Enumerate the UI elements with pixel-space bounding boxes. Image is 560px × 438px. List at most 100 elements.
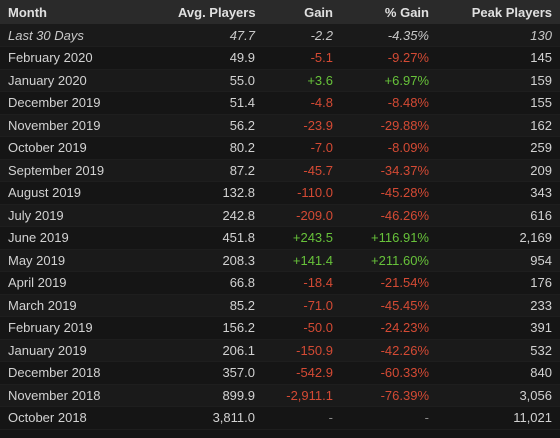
pct-gain-cell: +211.60% <box>341 249 437 272</box>
avg-players-cell: 208.3 <box>170 249 263 272</box>
month-cell: February 2019 <box>0 316 170 340</box>
gain-cell: -209.0 <box>263 204 341 227</box>
pct-gain-cell: -46.26% <box>341 204 437 227</box>
gain-cell: -5.1 <box>263 46 341 70</box>
gain-cell: -150.9 <box>263 339 341 362</box>
pct-gain-cell: -42.26% <box>341 339 437 362</box>
gain-cell: -2,911.1 <box>263 384 341 407</box>
table-row: July 2019 242.8 -209.0 -46.26% 616 <box>0 204 560 227</box>
gain-cell: +141.4 <box>263 249 341 272</box>
pct-gain-cell: -29.88% <box>341 114 437 137</box>
table-row: October 2018 3,811.0- -11,021 <box>0 406 560 430</box>
peak-players-cell: 3,056 <box>437 384 560 407</box>
avg-players-cell: 87.2 <box>170 159 263 182</box>
table-row: November 2018 899.9 -2,911.1 -76.39% 3,056 <box>0 384 560 407</box>
gain-cell: +243.5 <box>263 226 341 250</box>
avg-players-cell: 242.8 <box>170 204 263 227</box>
avg-players-cell: 132.8 <box>170 181 263 205</box>
header-month[interactable]: Month <box>8 4 47 20</box>
avg-players-cell: 85.2 <box>170 294 263 317</box>
month-cell: November 2018 <box>0 384 170 407</box>
pct-gain-cell: -4.35% <box>341 24 437 47</box>
header-row: Month Avg. Players Gain % Gain Peak Play… <box>0 0 560 24</box>
table-row: January 2019 206.1 -150.9 -42.26% 532 <box>0 339 560 362</box>
pct-gain-cell: -8.09% <box>341 136 437 160</box>
peak-players-cell: 259 <box>437 136 560 160</box>
table-row: October 2019 80.2 -7.0 -8.09% 259 <box>0 136 560 160</box>
table-row: February 2020 49.9 -5.1 -9.27% 145 <box>0 46 560 70</box>
avg-players-cell: 49.9 <box>170 46 263 70</box>
pct-gain-cell: -9.27% <box>341 46 437 70</box>
peak-players-cell: 145 <box>437 46 560 70</box>
peak-players-cell: 233 <box>437 294 560 317</box>
peak-players-cell: 2,169 <box>437 226 560 250</box>
gain-cell: - <box>263 406 341 430</box>
header-gain[interactable]: Gain <box>304 4 333 20</box>
gain-cell: -542.9 <box>263 361 341 385</box>
avg-players-cell: 80.2 <box>170 136 263 160</box>
table-row: April 2019 66.8 -18.4 -21.54% 176 <box>0 271 560 295</box>
table-row: December 2019 51.4 -4.8 -8.48% 155 <box>0 91 560 115</box>
header-pct-gain[interactable]: % Gain <box>384 4 429 20</box>
month-cell: October 2018 <box>0 406 170 430</box>
peak-players-cell: 155 <box>437 91 560 115</box>
month-cell: June 2019 <box>0 226 170 250</box>
month-cell: May 2019 <box>0 249 170 272</box>
pct-gain-cell: +6.97% <box>341 69 437 92</box>
pct-gain-cell: -45.45% <box>341 294 437 317</box>
gain-cell: -7.0 <box>263 136 341 160</box>
header-peak-players[interactable]: Peak Players <box>471 4 552 20</box>
month-cell: November 2019 <box>0 114 170 137</box>
table-row: Last 30 Days 47.7 -2.2 -4.35% 130 <box>0 24 560 47</box>
peak-players-cell: 159 <box>437 69 560 92</box>
avg-players-cell: 156.2 <box>170 316 263 340</box>
avg-players-cell: 55.0 <box>170 69 263 92</box>
header-avg-players[interactable]: Avg. Players <box>178 4 256 20</box>
avg-players-cell: 206.1 <box>170 339 263 362</box>
gain-cell: -110.0 <box>263 181 341 205</box>
month-cell: September 2019 <box>0 159 170 182</box>
table-row: February 2019 156.2 -50.0 -24.23% 391 <box>0 316 560 340</box>
gain-cell: -2.2 <box>263 24 341 47</box>
table-row: January 2020 55.0 +3.6 +6.97% 159 <box>0 69 560 92</box>
gain-cell: -50.0 <box>263 316 341 340</box>
avg-players-cell: 451.8 <box>170 226 263 250</box>
peak-players-cell: 130 <box>437 24 560 47</box>
avg-players-cell: 66.8 <box>170 271 263 295</box>
peak-players-cell: 954 <box>437 249 560 272</box>
month-cell: March 2019 <box>0 294 170 317</box>
gain-cell: -45.7 <box>263 159 341 182</box>
avg-players-cell: 47.7 <box>170 24 263 47</box>
table-header: Month Avg. Players Gain % Gain Peak Play… <box>0 0 560 24</box>
avg-players-cell: 51.4 <box>170 91 263 115</box>
peak-players-cell: 840 <box>437 361 560 385</box>
peak-players-cell: 176 <box>437 271 560 295</box>
peak-players-cell: 391 <box>437 316 560 340</box>
table-row: November 2019 56.2 -23.9 -29.88% 162 <box>0 114 560 137</box>
table-row: June 2019 451.8 +243.5 +116.91% 2,169 <box>0 226 560 250</box>
pct-gain-cell: -24.23% <box>341 316 437 340</box>
month-cell: August 2019 <box>0 181 170 205</box>
avg-players-cell: 3,811.0 <box>170 406 263 430</box>
pct-gain-cell: -21.54% <box>341 271 437 295</box>
month-cell: Last 30 Days <box>0 24 170 47</box>
pct-gain-cell: -60.33% <box>341 361 437 385</box>
month-cell: April 2019 <box>0 271 170 295</box>
avg-players-cell: 56.2 <box>170 114 263 137</box>
table-row: August 2019 132.8 -110.0 -45.28% 343 <box>0 181 560 205</box>
gain-cell: +3.6 <box>263 69 341 92</box>
peak-players-cell: 616 <box>437 204 560 227</box>
peak-players-cell: 532 <box>437 339 560 362</box>
month-cell: December 2018 <box>0 361 170 385</box>
pct-gain-cell: -34.37% <box>341 159 437 182</box>
pct-gain-cell: - <box>341 406 437 430</box>
gain-cell: -23.9 <box>263 114 341 137</box>
month-cell: February 2020 <box>0 46 170 70</box>
month-cell: December 2019 <box>0 91 170 115</box>
table-row: December 2018 357.0 -542.9 -60.33% 840 <box>0 361 560 385</box>
avg-players-cell: 357.0 <box>170 361 263 385</box>
month-cell: July 2019 <box>0 204 170 227</box>
table-row: May 2019 208.3 +141.4 +211.60% 954 <box>0 249 560 272</box>
avg-players-cell: 899.9 <box>170 384 263 407</box>
table-row: September 2019 87.2 -45.7 -34.37% 209 <box>0 159 560 182</box>
